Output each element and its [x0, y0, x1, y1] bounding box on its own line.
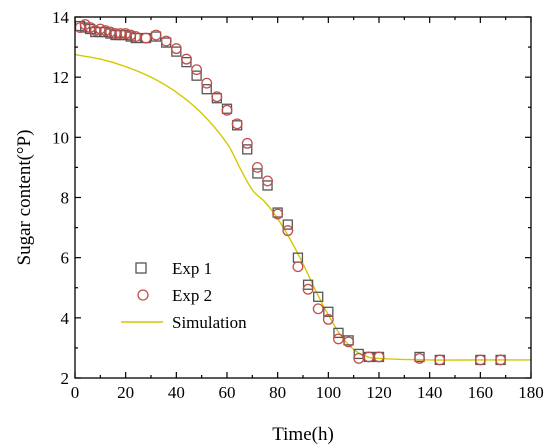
simulation-layer	[74, 53, 531, 361]
y-tick-label: 8	[61, 189, 70, 208]
exp2-point	[150, 29, 162, 41]
x-tick-label: 160	[468, 383, 494, 402]
exp1-point	[313, 291, 324, 302]
x-axis-title: Time(h)	[272, 424, 334, 445]
y-tick-label: 12	[52, 68, 69, 87]
exp2-point	[170, 43, 182, 55]
exp2-point	[181, 53, 192, 65]
exp1-point	[191, 70, 202, 81]
exp2-point	[414, 352, 425, 364]
y-tick-label: 6	[61, 249, 70, 268]
x-tick-label: 20	[117, 383, 134, 402]
exp1-point	[302, 279, 314, 290]
exp2-point	[115, 28, 127, 39]
y-tick-label: 2	[61, 369, 70, 388]
exp2-point	[211, 91, 223, 103]
exp2-point	[140, 32, 152, 44]
exp2-point	[94, 23, 106, 35]
x-tick-label: 0	[71, 383, 80, 402]
x-tick-label: 80	[269, 383, 286, 402]
exp2-point	[272, 208, 284, 220]
exp2-point	[130, 31, 142, 43]
exp2-point	[292, 261, 304, 273]
x-tick-label: 140	[417, 383, 443, 402]
exp2-point	[125, 29, 137, 41]
exp2-point	[241, 137, 253, 149]
y-tick-label: 10	[52, 128, 69, 147]
simulation-line	[74, 53, 531, 361]
x-tick-label: 180	[518, 383, 544, 402]
exp2-point	[312, 303, 324, 315]
y-axis-title: Sugar content(°P)	[14, 130, 35, 266]
exp2-point	[282, 225, 294, 237]
exp1-point	[201, 84, 212, 95]
exp1-point	[353, 348, 364, 360]
legend-marker-exp2	[137, 289, 149, 301]
marker-layer	[74, 19, 507, 366]
exp1-point	[323, 306, 334, 317]
exp2-point	[221, 104, 233, 116]
exp2-point	[474, 354, 486, 366]
legend-marker-exp1	[135, 262, 147, 274]
exp2-point	[201, 77, 213, 89]
exp1-point	[242, 144, 253, 155]
legend: Exp 1 Exp 2 Simulation	[121, 259, 247, 332]
exp2-point	[434, 354, 446, 366]
exp2-point	[105, 26, 116, 38]
exp2-point	[231, 118, 243, 130]
tick-layer: 0 20 40 60 80 100 120 140 160 180 2 4 6 8 10 12 14	[52, 8, 544, 402]
exp2-point	[160, 35, 172, 47]
exp2-point	[322, 313, 334, 325]
exp2-point	[120, 28, 132, 39]
y-tick-label: 14	[52, 8, 70, 27]
exp2-point	[251, 161, 263, 173]
x-tick-label: 120	[366, 383, 392, 402]
y-tick-label: 4	[61, 309, 70, 328]
exp2-point	[99, 25, 111, 36]
exp2-point	[333, 333, 344, 345]
plot-frame	[74, 16, 532, 379]
exp1-point	[262, 180, 273, 191]
exp2-point	[343, 336, 355, 348]
legend-label-simulation: Simulation	[172, 313, 247, 332]
x-tick-label: 40	[168, 383, 185, 402]
exp2-point	[353, 352, 365, 364]
exp1-point	[252, 168, 263, 179]
exp1-point	[282, 219, 293, 230]
exp2-point	[262, 175, 273, 187]
exp1-point	[333, 327, 344, 339]
legend-label-exp1: Exp 1	[172, 259, 212, 278]
legend-label-exp2: Exp 2	[172, 286, 212, 305]
exp2-point	[302, 283, 314, 295]
exp2-point	[191, 64, 203, 76]
exp2-point	[373, 351, 385, 363]
exp2-point	[495, 354, 507, 366]
x-tick-label: 60	[219, 383, 236, 402]
x-tick-label: 100	[316, 383, 342, 402]
